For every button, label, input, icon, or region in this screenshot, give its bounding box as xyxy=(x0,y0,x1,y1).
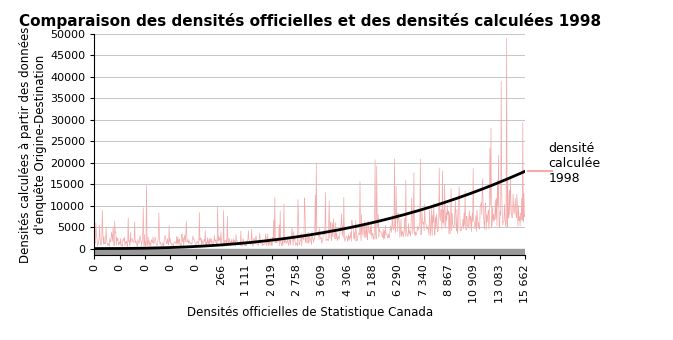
Bar xyxy=(94,250,525,255)
Title: Comparaison des densités officielles et des densités calculées 1998: Comparaison des densités officielles et … xyxy=(19,13,600,29)
X-axis label: Densités officielles de Statistique Canada: Densités officielles de Statistique Cana… xyxy=(186,306,433,319)
Text: densité
calculée
1998: densité calculée 1998 xyxy=(548,142,600,185)
Y-axis label: Densités calculées à partir des données
d'enquête Origine-Destination: Densités calculées à partir des données … xyxy=(20,26,47,263)
